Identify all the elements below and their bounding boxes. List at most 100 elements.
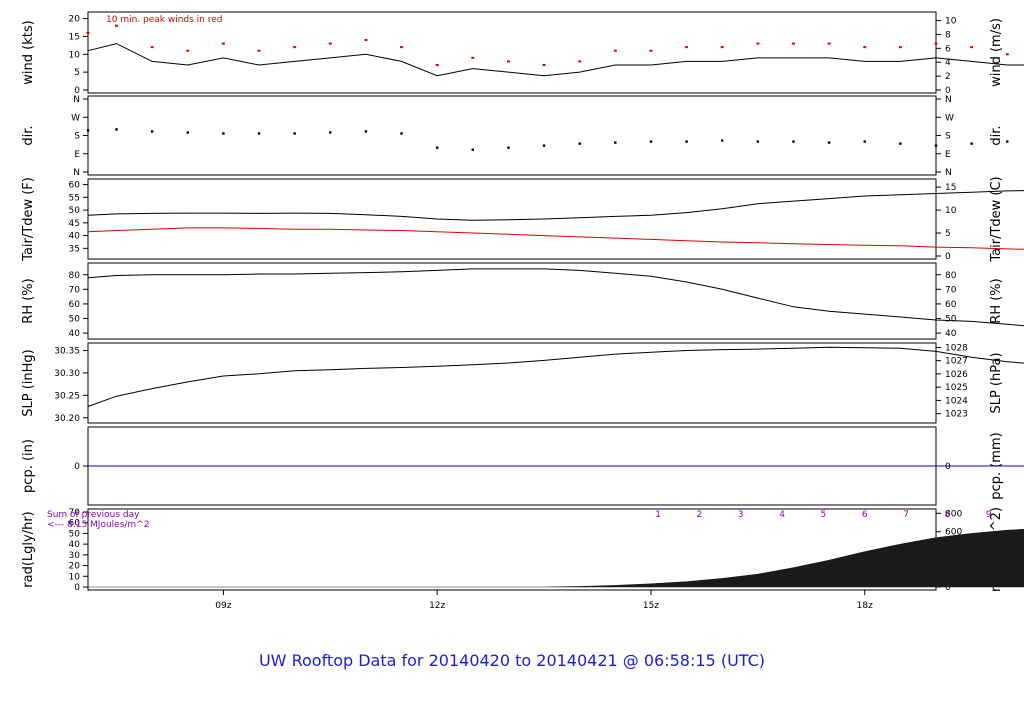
left-tick-label: 10	[69, 572, 81, 582]
left-tick-label: E	[74, 150, 80, 160]
radiation-area	[88, 528, 1024, 588]
left-tick-label: 30.25	[54, 391, 80, 401]
right-tick-label: 60	[945, 300, 957, 310]
right-tick-label: 0	[945, 583, 951, 593]
left-tick-label: 5	[74, 68, 80, 78]
peak-wind-point	[970, 46, 974, 49]
right-tick-label: E	[945, 150, 951, 160]
left-tick-label: 35	[69, 244, 80, 254]
y-axis-label-right: wind (m/s)	[989, 18, 1004, 87]
dir-point	[970, 142, 973, 145]
peak-wind-point	[186, 49, 190, 52]
dir-point	[578, 142, 581, 145]
right-tick-label: 10	[945, 206, 957, 216]
left-tick-label: 0	[74, 583, 80, 593]
left-tick-label: 40	[69, 329, 81, 339]
right-tick-label: 5	[945, 229, 951, 239]
dir-point	[1006, 140, 1009, 143]
left-tick-label: S	[74, 132, 80, 142]
panel-frame	[87, 262, 937, 340]
peak-wind-point	[685, 46, 689, 49]
left-tick-label: 50	[69, 206, 81, 216]
right-tick-label: 50	[945, 315, 957, 325]
series-Tdew	[87, 227, 1024, 250]
series-RH	[87, 268, 1024, 327]
panel-pressure: 30.20 30.25 30.30 30.35 1023 1024 1025 1026 1027…	[21, 342, 1024, 424]
hour-marker: 9	[986, 510, 992, 520]
dir-point	[86, 129, 90, 132]
right-tick-label: 70	[945, 285, 957, 295]
left-tick-label: 40	[69, 232, 81, 242]
right-tick-label: 600	[945, 528, 962, 538]
peak-wind-point	[471, 56, 475, 59]
panel-wind: 0 5 10 15 20 0 2 4 6 8 10 wind (kts) wind (m/s) 10 mi…	[21, 11, 1024, 96]
dir-point	[542, 144, 546, 147]
peak-wind-point	[756, 42, 760, 45]
left-tick-label: 70	[69, 285, 81, 295]
right-tick-label: 15	[945, 183, 956, 193]
right-tick-label: 1025	[945, 383, 968, 393]
radiation-sum-note: <--- 8.15 MJoules/m^2	[47, 520, 149, 530]
peak-wind-point	[613, 49, 617, 52]
series-Tair	[87, 190, 1024, 221]
y-axis-label: RH (%)	[21, 278, 36, 323]
peak-wind-point	[720, 46, 724, 49]
left-tick-label: 30	[69, 551, 81, 561]
dir-point	[863, 140, 866, 143]
left-tick-label: 60	[69, 300, 81, 310]
left-tick-label: 0	[74, 86, 80, 96]
dir-point	[934, 144, 938, 147]
right-tick-label: N	[945, 168, 952, 178]
y-axis-label-right: dir.	[989, 125, 1004, 145]
y-axis-label: pcp. (in)	[21, 439, 36, 493]
hour-marker: 8	[945, 510, 951, 520]
hour-marker: 1	[655, 510, 661, 520]
left-tick-label: 30.35	[54, 346, 80, 356]
series-SLP	[87, 346, 1024, 407]
time-tick-label: 12z	[429, 601, 445, 611]
left-tick-label: 10	[69, 50, 81, 60]
peak-wind-point	[934, 42, 938, 45]
right-tick-label: 2	[945, 72, 951, 82]
left-tick-label: 15	[69, 32, 80, 42]
peak-wind-note: 10 min. peak winds in red	[106, 15, 223, 25]
panel-frame	[87, 95, 937, 176]
y-axis-label: SLP (inHg)	[21, 349, 36, 417]
dir-point	[435, 146, 439, 149]
dir-point	[827, 141, 831, 144]
y-axis-label-right: Tair/Tdew (C)	[989, 176, 1004, 262]
dir-point	[685, 140, 688, 143]
radiation-sum-note: Sum of previous day	[47, 510, 140, 520]
dir-point	[364, 130, 368, 133]
y-axis-label: dir.	[21, 125, 36, 145]
hour-marker: 4	[779, 510, 785, 520]
peak-wind-point	[791, 42, 795, 45]
hour-marker: 3	[738, 510, 744, 520]
panel-humidity: 40 50 60 70 80 40 50 60 70 80 RH (%) RH (%)	[21, 262, 1024, 340]
dir-point	[400, 132, 403, 135]
left-tick-label: 50	[69, 529, 81, 539]
hour-marker: 5	[821, 510, 827, 520]
peak-wind-point	[578, 60, 582, 63]
right-tick-label: 1026	[945, 370, 968, 380]
peak-wind-point	[221, 42, 225, 45]
panel-frame	[87, 11, 937, 94]
hour-marker: 6	[862, 510, 868, 520]
dir-point	[507, 146, 510, 149]
peak-wind-point	[86, 31, 90, 34]
left-tick-label: 0	[74, 462, 80, 472]
right-tick-label: 1027	[945, 357, 968, 367]
dir-point	[150, 130, 154, 133]
left-tick-label: 20	[69, 562, 81, 572]
peak-wind-point	[435, 64, 439, 66]
peak-wind-point	[863, 46, 867, 49]
dir-point	[649, 140, 653, 143]
peak-wind-point	[150, 46, 154, 49]
panel-radiation: 0102030405060700200400600800rad(Lgly/hr)…	[21, 507, 1024, 593]
dir-point	[257, 132, 261, 135]
dir-point	[222, 132, 225, 135]
left-tick-label: 60	[69, 519, 81, 529]
